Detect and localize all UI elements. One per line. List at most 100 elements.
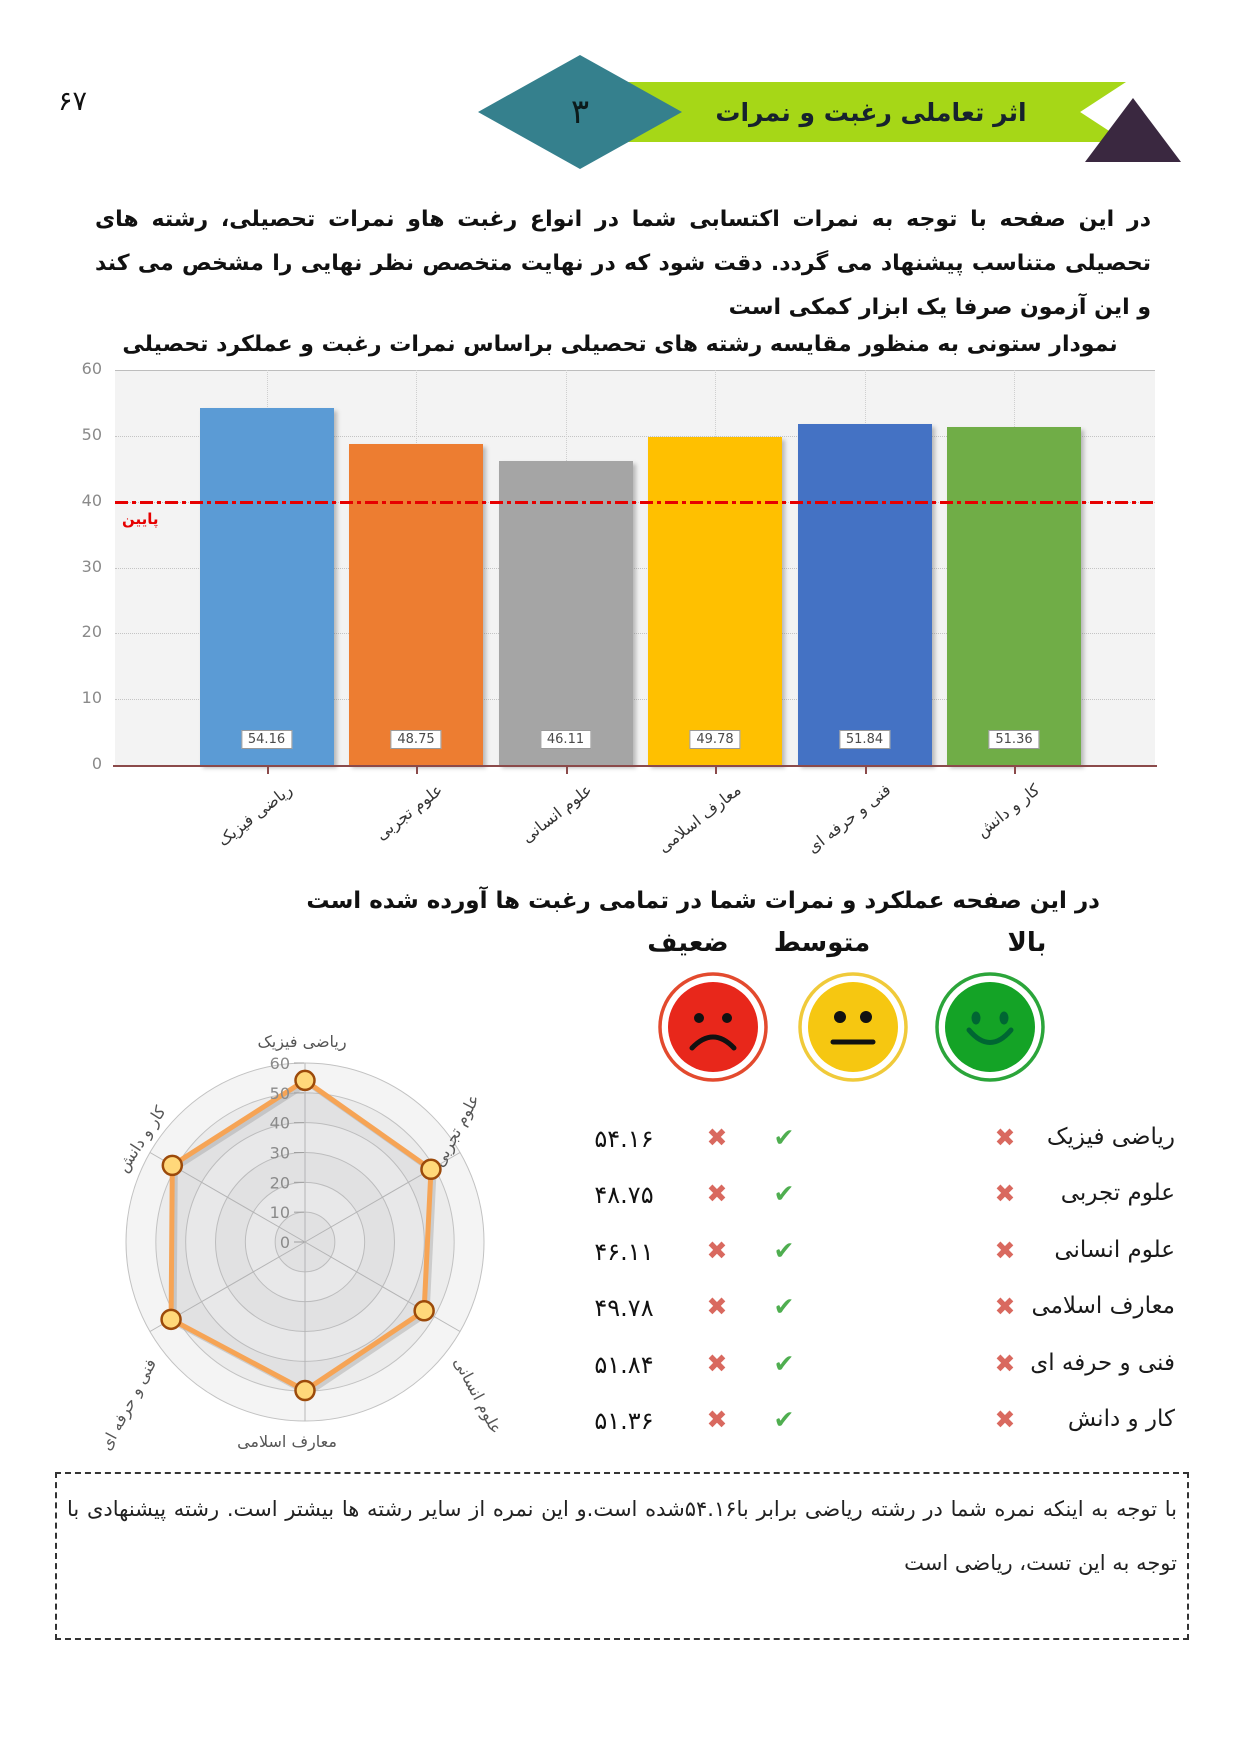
y-axis-tick-label: 20 xyxy=(81,622,102,642)
weak-mark-icon: ✖ xyxy=(706,1349,728,1378)
row-value: ۵۴.۱۶ xyxy=(594,1125,654,1153)
x-axis-tick xyxy=(864,767,867,774)
smiley-neutral-icon xyxy=(798,972,908,1082)
radar-tick-label: 40 xyxy=(270,1114,290,1133)
footer-note-text: با توجه به اینکه نمره شما در رشته ریاضی … xyxy=(67,1497,1177,1575)
section-number: ۳ xyxy=(570,92,590,132)
smiley-mouth xyxy=(966,1027,1014,1045)
bar-chart: 0 10 20 30 40 50 60 پایین 54.16 48.75 46.11 49.78 51… xyxy=(81,359,1157,857)
radar-spoke xyxy=(304,1241,461,1332)
high-mark-icon: ✖ xyxy=(994,1179,1016,1208)
bar-chart-title: نمودار ستونی به منظور مقایسه رشته های تح… xyxy=(122,332,1118,357)
radar-tick-label: 20 xyxy=(270,1173,290,1192)
radar-axis-label: معارف اسلامی xyxy=(237,1432,337,1452)
bar-value-label: 51.36 xyxy=(988,730,1040,749)
row-label: ریاضی فیزیک xyxy=(1046,1124,1175,1150)
y-axis-tick-label: 50 xyxy=(81,424,102,444)
bar xyxy=(199,408,334,765)
smiley-eye xyxy=(722,1013,732,1023)
smiley-ring xyxy=(658,972,768,1082)
smiley-eye xyxy=(694,1013,704,1023)
page-number: ۶۷ xyxy=(58,86,88,117)
bar xyxy=(349,444,483,765)
x-axis-tick xyxy=(1014,767,1016,774)
row-label: علوم انسانی xyxy=(1054,1237,1175,1263)
smiley-sad-icon xyxy=(658,972,768,1082)
bar-value-label: 49.78 xyxy=(689,730,741,749)
medium-mark-icon: ✔ xyxy=(773,1349,795,1378)
row-value: ۴۶.۱۱ xyxy=(594,1238,654,1266)
gridline-y xyxy=(115,435,1155,437)
x-axis-tick xyxy=(416,767,418,774)
radar-data-point xyxy=(294,1379,316,1402)
row-label: معارف اسلامی xyxy=(1031,1293,1175,1319)
row-value: ۴۸.۷۵ xyxy=(594,1181,654,1209)
weak-mark-icon: ✖ xyxy=(706,1292,728,1321)
legend-label: متوسط xyxy=(773,928,871,958)
row-value: ۵۱.۸۴ xyxy=(594,1351,654,1379)
x-axis-tick xyxy=(565,767,568,774)
weak-mark-icon: ✖ xyxy=(706,1179,728,1208)
gridline-y xyxy=(115,567,1155,569)
high-mark-icon: ✖ xyxy=(994,1123,1016,1152)
bar-value-label: 54.16 xyxy=(240,730,293,749)
gridline-y xyxy=(115,633,1155,635)
weak-mark-icon: ✖ xyxy=(706,1405,728,1434)
smiley-eye xyxy=(860,1011,872,1023)
smiley-mouth xyxy=(689,1034,737,1051)
radar-data-point xyxy=(160,1308,182,1331)
gridline-y xyxy=(115,699,1155,701)
radar-data-point xyxy=(420,1158,442,1181)
smiley-ring xyxy=(798,972,908,1082)
header-banner: اثر تعاملی رغبت و نمرات xyxy=(616,82,1126,142)
medium-mark-icon: ✔ xyxy=(773,1236,795,1265)
high-mark-icon: ✖ xyxy=(994,1292,1016,1321)
radar-chart: 0 10 20 30 40 50 60 ریاضی فیزیک علوم تجربی علوم ا… xyxy=(40,1015,560,1475)
smiley-eye xyxy=(834,1011,846,1023)
radar-axis-label: ریاضی فیزیک xyxy=(257,1032,346,1052)
bar xyxy=(648,437,782,765)
medium-mark-icon: ✔ xyxy=(773,1405,795,1434)
radar-tick-label: 30 xyxy=(270,1144,290,1163)
header-title: اثر تعاملی رغبت و نمرات xyxy=(715,97,1027,127)
radar-tick-label: 10 xyxy=(270,1203,290,1222)
y-axis-tick-label: 10 xyxy=(81,688,102,708)
performance-legend: ضعیف متوسط بالا xyxy=(647,928,1046,1082)
row-label: علوم تجربی xyxy=(1060,1180,1175,1206)
reference-line xyxy=(115,500,1155,504)
smiley-happy-icon xyxy=(935,972,1045,1082)
radar-data-point xyxy=(294,1069,316,1092)
bar xyxy=(797,423,932,765)
radar-data-point xyxy=(161,1154,184,1177)
row-value: ۴۹.۷۸ xyxy=(594,1294,654,1322)
medium-mark-icon: ✔ xyxy=(773,1292,795,1321)
smiley-ring xyxy=(935,972,1045,1082)
smiley-face xyxy=(808,982,898,1072)
radar-tick-label: 50 xyxy=(270,1084,290,1103)
results-table: ۵۴.۱۶ ✖ ✔ ✖ ریاضی فیزیک ۴۸.۷۵ ✖ ✔ ✖ علوم تجربی ۴۶.… xyxy=(594,1123,1175,1435)
row-label: کار و دانش xyxy=(1067,1406,1175,1432)
y-axis-tick-label: 0 xyxy=(91,754,102,773)
footer-note-box: با توجه به اینکه نمره شما در رشته ریاضی … xyxy=(55,1472,1189,1640)
smiley-eye xyxy=(999,1011,1009,1025)
x-axis-line xyxy=(113,765,1157,767)
x-axis-tick xyxy=(266,767,269,774)
bar-value-label: 48.75 xyxy=(390,730,442,749)
section2-title: در این صفحه عملکرد و نمرات شما در تمامی … xyxy=(306,888,1100,914)
bar-value-label: 51.84 xyxy=(838,730,891,749)
y-axis-tick-label: 30 xyxy=(81,556,102,576)
x-axis-tick xyxy=(715,767,717,774)
bar-value-label: 46.11 xyxy=(539,730,592,749)
bar xyxy=(498,461,633,765)
y-axis-tick-label: 60 xyxy=(81,359,102,378)
intro-paragraph: در این صفحه با توجه به نمرات اکتسابی شما… xyxy=(95,207,1151,320)
legend-label: ضعیف xyxy=(647,928,729,958)
high-mark-icon: ✖ xyxy=(994,1405,1016,1434)
high-mark-icon: ✖ xyxy=(994,1236,1016,1265)
reference-line-label: پایین xyxy=(122,509,159,528)
medium-mark-icon: ✔ xyxy=(773,1123,795,1152)
radar-tick-label: 0 xyxy=(280,1233,290,1252)
medium-mark-icon: ✔ xyxy=(773,1179,795,1208)
